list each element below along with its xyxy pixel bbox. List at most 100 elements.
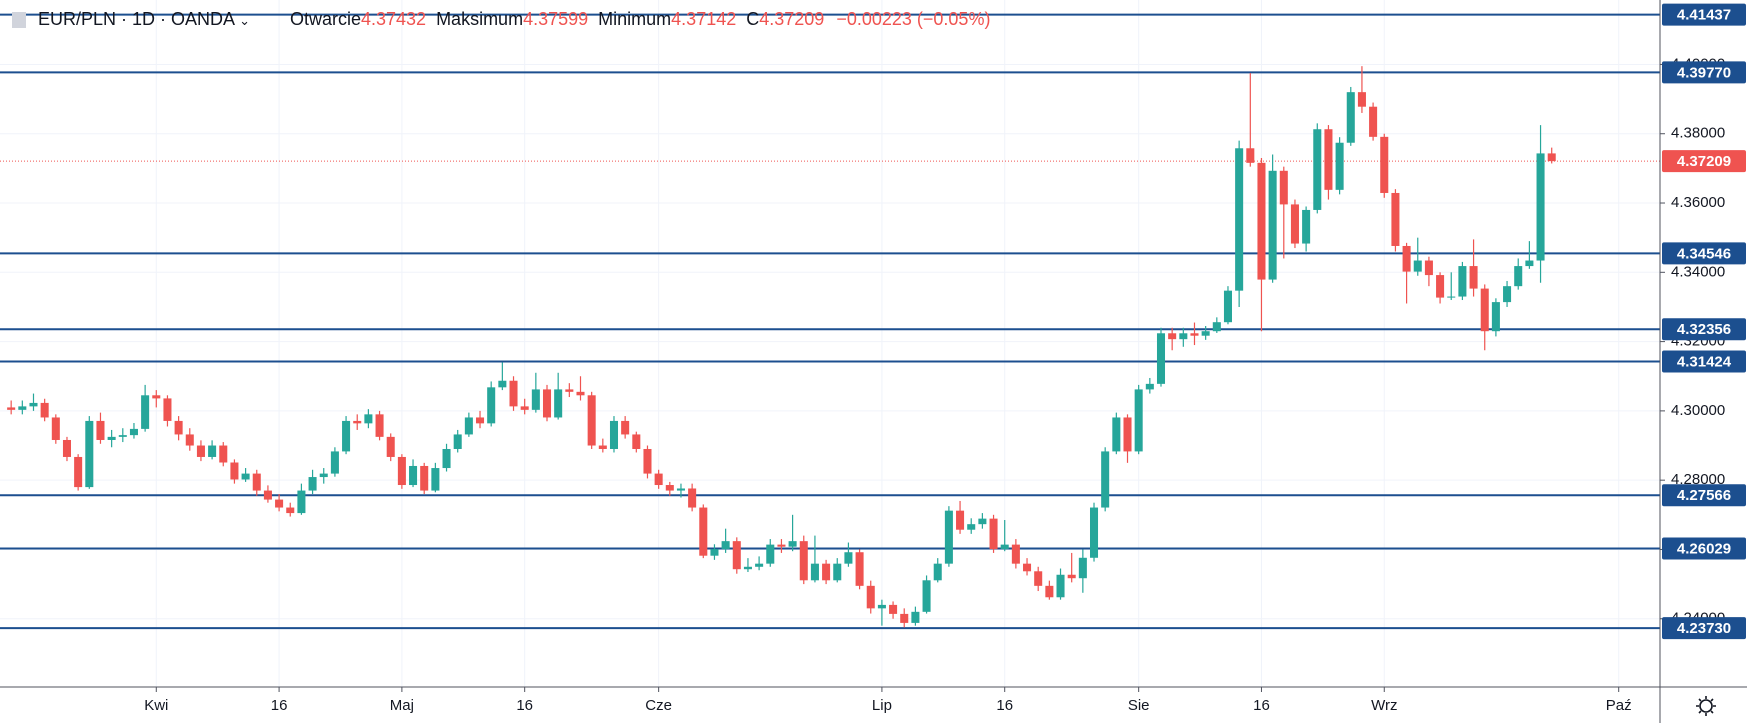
grid [0,0,1660,687]
candle-body [967,524,976,530]
candle-body [621,420,630,435]
candle-body [889,604,898,614]
candle-body [509,380,518,407]
candle-body [520,406,529,410]
current-price-label: 4.37209 [1677,153,1731,170]
axes: 4.240004.260004.280004.300004.320004.340… [144,3,1746,714]
level-label-box [1662,617,1746,640]
low-value: 4.37142 [671,9,737,29]
x-tick-label: Wrz [1371,697,1397,714]
candle-body [654,473,663,486]
candle-body [397,456,406,486]
current-price-box [1662,150,1746,173]
candle-body [1503,286,1512,303]
candle-body [386,436,395,457]
candle-body [911,611,920,623]
candle-body [29,402,38,407]
candle-body [141,395,150,429]
candle-body [152,395,161,399]
candle-body [1380,136,1389,193]
close-label: C [746,9,760,29]
candle-body [196,445,205,457]
level-label-box [1662,484,1746,507]
candle-body [1201,331,1210,336]
candle-body [464,417,473,435]
candle-body [40,402,49,418]
high-value: 4.37599 [523,9,589,29]
candle-body [933,563,942,581]
levels [0,13,1660,630]
candle-body [409,465,418,486]
candle-body [1279,170,1288,205]
candle-body [799,541,808,581]
candle-body [1413,260,1422,272]
x-tick-label: Kwi [144,697,168,714]
candle-body [342,420,351,452]
symbol-title[interactable]: EUR/PLN · 1D · OANDA ⌄ [38,9,250,30]
candle-body [1357,92,1366,107]
candle-body [308,477,317,491]
candle-body [755,563,764,567]
candle-body [498,380,507,388]
candle-body [922,580,931,612]
candle-body [531,389,540,410]
y-tick-label: 4.30000 [1671,402,1725,419]
candle-body [1346,92,1355,143]
candle-body [252,473,261,491]
candle-body [1480,288,1489,332]
candle-body [96,420,105,440]
candle-body [1257,162,1266,280]
candle-body [1034,571,1043,586]
candle-body [665,485,674,491]
candle-body [833,563,842,581]
candle-body [1335,142,1344,190]
candle-body [1168,333,1177,340]
candle-body [688,488,697,508]
candle-body [1514,266,1523,287]
candle-body [476,417,485,424]
settings-icon[interactable] [1696,696,1716,716]
candle-body [319,473,328,478]
candle-body [129,428,138,436]
candle-body [18,406,27,410]
candle-body [118,435,127,437]
candle-body [263,490,272,500]
open-value: 4.37432 [360,9,427,29]
candle-body [598,445,607,449]
candle-body [788,541,797,547]
level-label: 4.31424 [1677,354,1732,371]
symbol-icon [12,12,26,28]
candle-body [219,445,228,463]
level-label: 4.26029 [1677,540,1731,557]
candle-body [978,518,987,525]
level-label: 4.34546 [1677,245,1731,262]
x-tick-label: 16 [1253,697,1270,714]
candle-body [353,420,362,424]
chevron: ⌄ [239,13,250,28]
candle-body [944,510,953,564]
y-tick-label: 4.36000 [1671,194,1725,211]
candle-body [375,414,384,437]
x-tick-label: Cze [645,697,672,714]
candle-body [1469,266,1478,289]
level-label-box [1662,537,1746,560]
candle-body [1212,322,1221,332]
candle-body [74,456,83,488]
candle-body [699,507,708,556]
candle-body [275,499,284,508]
candle-body [163,398,172,421]
candle-body [1190,333,1199,336]
legend-header: EUR/PLN · 1D · OANDA ⌄ Otwarcie 4.37432 M… [12,9,990,30]
x-tick-label: Lip [872,697,892,714]
level-label: 4.27566 [1677,487,1731,504]
candle-body [1078,557,1087,579]
y-tick-label: 4.38000 [1671,125,1725,142]
candle-body [576,391,585,396]
candle-body [1011,544,1020,564]
candle-body [822,563,831,581]
level-label: 4.23730 [1677,620,1731,637]
candle-body [1000,544,1009,550]
candle-body [844,552,853,564]
candle-body [1089,507,1099,558]
candle-body [721,541,730,550]
